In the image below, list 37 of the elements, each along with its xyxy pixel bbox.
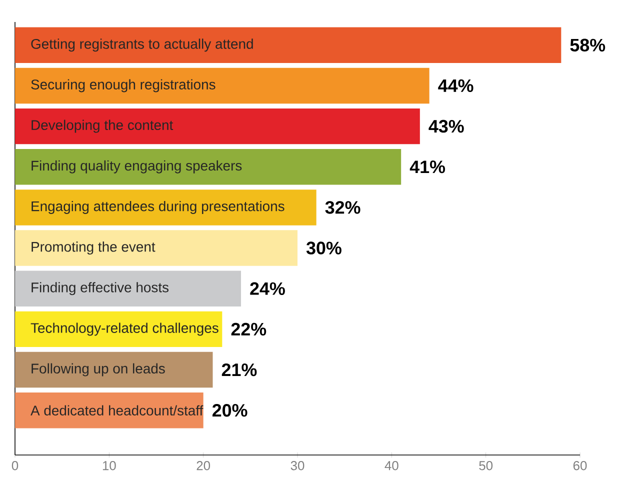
data-label: 22%	[231, 322, 266, 336]
y-tick-label: A dedicated headcount/staff	[30, 405, 204, 416]
data-label: 21%	[222, 363, 257, 376]
data-label: 30%	[306, 242, 342, 254]
y-tick-label: Developing the content	[32, 120, 174, 133]
bar	[15, 108, 420, 144]
data-label: 43%	[428, 120, 464, 133]
data-label: 58%	[570, 38, 606, 52]
data-label: 41%	[410, 160, 446, 174]
x-tick-label: 20	[196, 461, 210, 470]
bar	[15, 190, 316, 226]
bar	[15, 311, 222, 348]
y-tick-label: Engaging attendees during presentations	[32, 200, 284, 214]
x-tick-label: 0	[12, 461, 18, 470]
y-tick-label: Finding quality engaging speakers	[32, 160, 242, 174]
bar	[15, 270, 241, 306]
x-tick-label: 10	[102, 461, 116, 470]
y-tick-label: Promoting the event	[32, 242, 156, 255]
data-label: 20%	[212, 404, 248, 417]
bar	[15, 352, 213, 388]
x-tick-label: 30	[290, 461, 304, 470]
bar	[15, 230, 298, 266]
bar	[15, 149, 402, 185]
x-tick-label: 50	[479, 461, 493, 470]
data-label: 44%	[438, 79, 474, 92]
y-tick-label: Securing enough registrations	[31, 79, 216, 92]
data-label: 32%	[325, 201, 360, 214]
y-tick-label: Finding effective hosts	[32, 282, 169, 296]
bar	[15, 392, 204, 428]
bar	[15, 68, 430, 104]
bar	[15, 27, 562, 63]
y-tick-label: Technology-related challenges	[30, 322, 218, 336]
y-tick-label: Getting registrants to actually attend	[31, 38, 253, 52]
data-label: 24%	[250, 282, 285, 295]
x-tick-label: 60	[573, 461, 587, 470]
x-tick-label: 40	[384, 461, 398, 470]
y-tick-label: Following up on leads	[32, 363, 165, 376]
